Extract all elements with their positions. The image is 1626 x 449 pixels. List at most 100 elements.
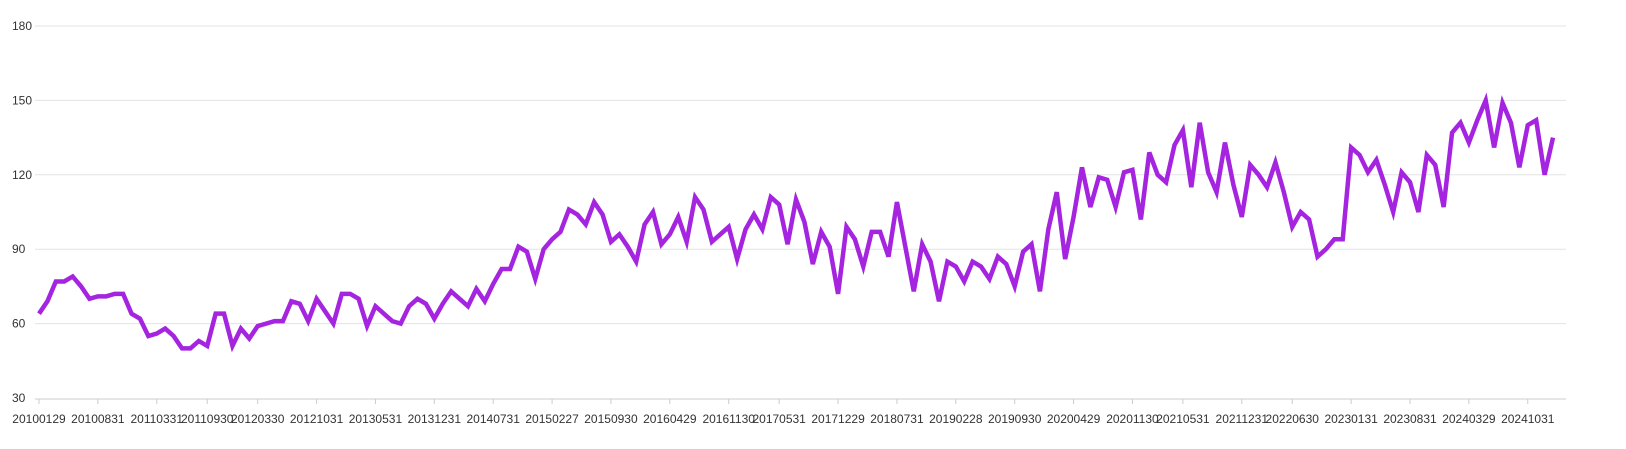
data-point (760, 227, 764, 231)
data-point (1257, 173, 1261, 177)
data-point (954, 265, 958, 269)
data-point (634, 260, 638, 264)
x-axis-ticks (38, 399, 1529, 404)
data-point (407, 304, 411, 308)
data-point (1063, 257, 1067, 261)
x-tick-label: 20230831 (1383, 412, 1437, 426)
x-tick-label: 20180731 (870, 412, 924, 426)
data-point (1105, 178, 1109, 182)
data-point (668, 232, 672, 236)
data-point (62, 279, 66, 283)
data-point (626, 245, 630, 249)
data-point (1492, 146, 1496, 150)
data-point (1416, 210, 1420, 214)
x-tick-label: 20130531 (349, 412, 403, 426)
data-point (987, 277, 991, 281)
x-tick-label: 20211231 (1216, 412, 1269, 426)
data-point (710, 240, 714, 244)
data-point (146, 334, 150, 338)
data-point (214, 312, 218, 316)
data-point (315, 297, 319, 301)
data-point (525, 250, 529, 254)
data-point (575, 212, 579, 216)
data-point (920, 242, 924, 246)
gridlines (35, 25, 1566, 325)
data-point (54, 279, 58, 283)
data-points (37, 98, 1555, 350)
data-point (289, 299, 293, 303)
data-point (1080, 165, 1084, 169)
data-point (474, 287, 478, 291)
data-point (1450, 131, 1454, 135)
data-point (1181, 128, 1185, 132)
data-point (1147, 150, 1151, 154)
data-point (617, 232, 621, 236)
data-point (1501, 101, 1505, 105)
data-point (1038, 289, 1042, 293)
y-axis-tick-labels: 30 60 90 120 150 180 (12, 19, 32, 405)
data-point (1273, 160, 1277, 164)
data-point (735, 257, 739, 261)
x-tick-label: 20240329 (1442, 412, 1496, 426)
data-point (348, 292, 352, 296)
x-tick-label: 20230131 (1324, 412, 1378, 426)
data-point (584, 222, 588, 226)
data-point (693, 195, 697, 199)
data-point (298, 302, 302, 306)
data-point (1509, 121, 1513, 125)
data-point (912, 289, 916, 293)
data-point (1013, 284, 1017, 288)
data-point (1189, 185, 1193, 189)
data-point (79, 284, 83, 288)
data-point (1130, 168, 1134, 172)
data-point (273, 319, 277, 323)
data-point (1055, 190, 1059, 194)
x-tick-label: 20100831 (71, 412, 125, 426)
data-point (1467, 141, 1471, 145)
data-point (1072, 215, 1076, 219)
data-point (357, 297, 361, 301)
x-tick-label: 20201130 (1106, 412, 1159, 426)
data-point (752, 212, 756, 216)
data-point (971, 260, 975, 264)
x-tick-label: 20190228 (929, 412, 983, 426)
x-tick-label: 20161130 (702, 412, 755, 426)
data-point (1315, 255, 1319, 259)
data-point (1290, 225, 1294, 229)
data-point (121, 292, 125, 296)
x-tick-label: 20210531 (1156, 412, 1210, 426)
data-point (1358, 153, 1362, 157)
data-point (1383, 183, 1387, 187)
data-point (466, 304, 470, 308)
data-point (550, 237, 554, 241)
data-point (365, 324, 369, 328)
data-point (155, 332, 159, 336)
data-point (432, 317, 436, 321)
data-point (1551, 136, 1555, 140)
data-point (1139, 217, 1143, 221)
x-tick-label: 20150930 (584, 412, 638, 426)
data-point (542, 247, 546, 251)
data-point (205, 344, 209, 348)
data-point (373, 304, 377, 308)
data-point (1517, 165, 1521, 169)
data-point (1164, 180, 1168, 184)
data-point (1248, 163, 1252, 167)
data-point (567, 208, 571, 212)
data-point (222, 312, 226, 316)
data-point (500, 267, 504, 271)
data-point (1198, 121, 1202, 125)
data-point (659, 242, 663, 246)
data-point (1349, 146, 1353, 150)
data-point (1021, 250, 1025, 254)
x-tick-label: 20200429 (1047, 412, 1101, 426)
data-point (996, 255, 1000, 259)
data-point (323, 309, 327, 313)
data-point (1458, 121, 1462, 125)
data-point (239, 327, 243, 331)
x-tick-label: 20110930 (181, 412, 234, 426)
data-point (844, 225, 848, 229)
data-point (828, 245, 832, 249)
data-point (1030, 242, 1034, 246)
data-point (449, 289, 453, 293)
